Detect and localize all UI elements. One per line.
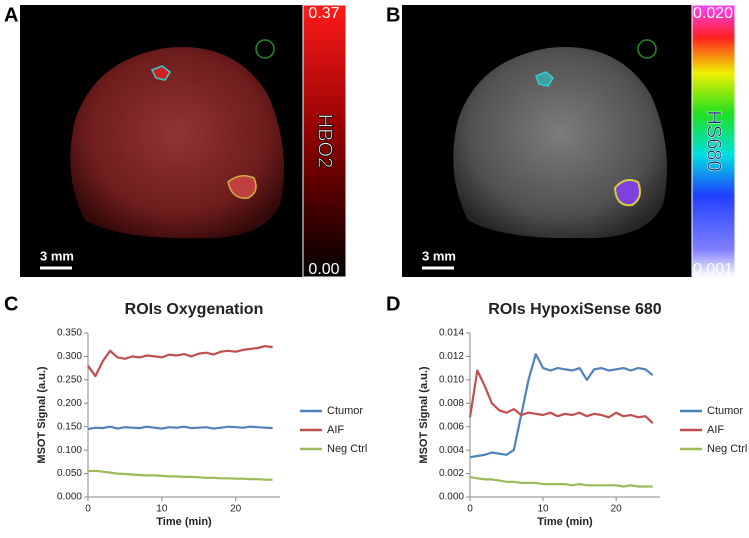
y-axis-label: MSOT Signal (a.u.) <box>36 366 48 464</box>
y-tick-label: 0.250 <box>57 374 82 385</box>
y-tick-label: 0.008 <box>439 398 464 409</box>
series-line <box>87 425 273 431</box>
chart-title: ROIs Oxygenation <box>125 301 264 318</box>
series-line <box>87 469 273 481</box>
colorbar-max: 0.37 <box>308 5 339 22</box>
legend-label: AIF <box>327 424 344 436</box>
colorbar-max: 0.020 <box>693 5 733 22</box>
y-tick-label: 0.050 <box>57 468 82 479</box>
legend-label: Ctumor <box>327 405 363 417</box>
y-tick-label: 0.000 <box>57 492 82 503</box>
x-tick-label: 0 <box>85 504 91 515</box>
colorbar-label: HBO2 <box>314 114 336 168</box>
panel-letter: D <box>386 293 400 315</box>
colorbar-label: HS680 <box>703 110 725 171</box>
series-line <box>87 345 273 378</box>
panel-letter: C <box>4 293 18 315</box>
x-tick-label: 10 <box>538 504 550 515</box>
panel-letter: B <box>386 4 400 26</box>
image-panel-b <box>402 4 736 278</box>
x-tick-label: 20 <box>230 504 242 515</box>
y-tick-label: 0.300 <box>57 351 82 362</box>
y-tick-label: 0.012 <box>439 351 464 362</box>
x-tick-label: 0 <box>467 504 473 515</box>
y-tick-label: 0.150 <box>57 421 82 432</box>
y-tick-label: 0.002 <box>439 468 464 479</box>
y-tick-label: 0.350 <box>57 328 82 339</box>
x-axis-label: Time (min) <box>156 516 212 528</box>
x-tick-label: 10 <box>156 504 168 515</box>
y-tick-label: 0.000 <box>439 492 464 503</box>
legend-label: Ctumor <box>707 405 743 417</box>
y-tick-label: 0.100 <box>57 445 82 456</box>
y-tick-label: 0.014 <box>439 328 464 339</box>
colorbar-min: 0.00 <box>308 261 339 278</box>
panel-letter: A <box>4 4 18 26</box>
legend-label: Neg Ctrl <box>327 443 367 455</box>
series-line <box>469 476 653 488</box>
image-panel-a <box>20 4 347 278</box>
legend-label: AIF <box>707 424 724 436</box>
y-tick-label: 0.010 <box>439 374 464 385</box>
scale-label: 3 mm <box>422 248 456 263</box>
y-tick-label: 0.200 <box>57 398 82 409</box>
y-tick-label: 0.006 <box>439 421 464 432</box>
y-tick-label: 0.004 <box>439 445 464 456</box>
y-axis-label: MSOT Signal (a.u.) <box>418 366 430 464</box>
scale-label: 3 mm <box>40 248 74 263</box>
colorbar-min: 0.001 <box>693 261 733 278</box>
x-axis-label: Time (min) <box>537 516 593 528</box>
x-tick-label: 20 <box>611 504 623 515</box>
legend-label: Neg Ctrl <box>707 443 747 455</box>
series-line <box>469 353 654 459</box>
series-line <box>468 369 654 424</box>
chart-title: ROIs HypoxiSense 680 <box>488 301 662 318</box>
